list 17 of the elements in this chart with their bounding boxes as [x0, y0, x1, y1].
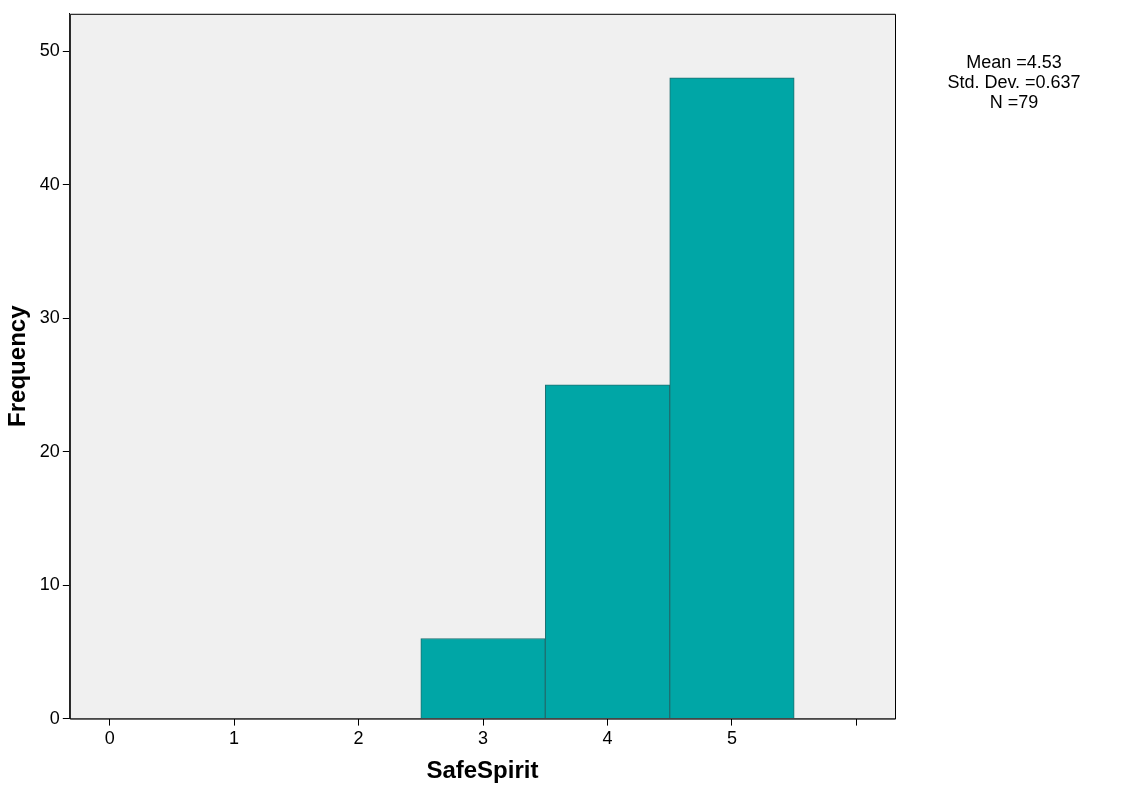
x-tick-label: 1 — [229, 728, 240, 749]
y-tick-label: 40 — [39, 173, 60, 194]
text: Mean =4.53 — [966, 51, 1062, 72]
x-tick-label: 2 — [353, 728, 364, 749]
y-tick-label: 30 — [39, 307, 60, 328]
x-axis-title: SafeSpirit — [426, 756, 539, 784]
y-tick-label: 20 — [39, 440, 60, 461]
y-axis-title: Frequency — [3, 304, 31, 427]
y-tick-label: 50 — [39, 40, 60, 61]
text: Std. Dev. =0.637 — [947, 71, 1081, 92]
x-tick-label: 0 — [104, 728, 115, 749]
y-tick-label: 10 — [39, 574, 60, 595]
y-tick-label: 0 — [49, 707, 60, 728]
x-tick-label: 5 — [726, 728, 737, 749]
text: N =79 — [989, 91, 1039, 112]
x-tick-label: 4 — [602, 728, 613, 749]
x-tick-label: 3 — [478, 728, 489, 749]
